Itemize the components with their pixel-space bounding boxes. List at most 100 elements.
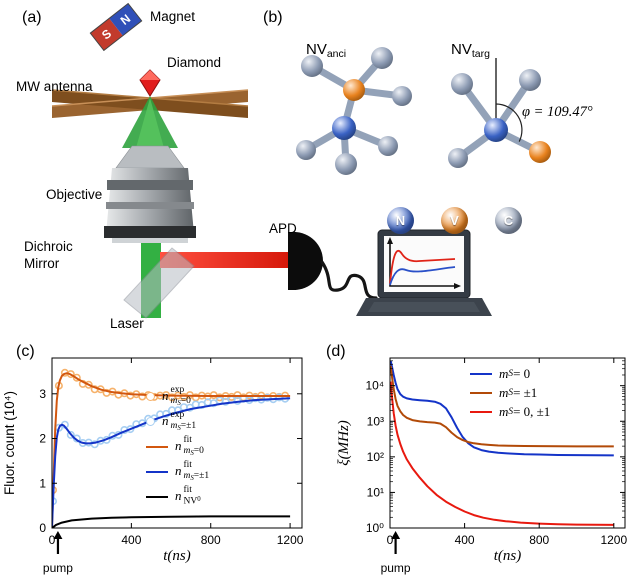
nv-targ-label: NVtarg	[451, 22, 490, 61]
legend-swatch	[146, 495, 168, 498]
atom-symbol-v: V	[450, 213, 459, 228]
pump-arrow-head	[391, 531, 401, 539]
pump-label: pump	[43, 561, 73, 575]
legend-item: n fit mS=±1	[146, 459, 209, 484]
svg-text:10²: 10²	[367, 450, 384, 464]
vacancy-atom	[343, 79, 365, 101]
svg-text:10⁰: 10⁰	[366, 521, 384, 535]
legend-c: n exp mS=0 n exp mS=±1 n fit mS=0 n fit mS=±1 n fit NV…	[146, 384, 209, 509]
series-fit-ms1	[52, 397, 291, 528]
carbon-atom	[519, 69, 541, 91]
nv-anci-base: NV	[306, 40, 327, 58]
legend-label: n exp mS=±1	[162, 410, 197, 433]
carbon-atom	[448, 148, 468, 168]
magnet-icon: S N	[89, 2, 143, 52]
legend-item: n fit NV0	[146, 484, 209, 509]
dichroic-mirror-label: Dichroic Mirror	[24, 239, 73, 271]
svg-text:1200: 1200	[600, 533, 627, 547]
laser-cone	[122, 96, 178, 148]
legend-label: n exp mS=0	[162, 385, 191, 408]
svg-text:0: 0	[49, 533, 56, 547]
carbon-atom	[451, 73, 473, 95]
svg-text:0: 0	[39, 521, 46, 535]
diagram-art: S N	[51, 2, 551, 319]
y-axis: 10⁰ 10¹ 10² 10³ 10⁴	[365, 360, 625, 535]
mw-antenna-label: MW antenna	[16, 79, 93, 94]
nitrogen-atom	[332, 116, 356, 140]
legend-item: n exp mS=±1	[146, 409, 209, 434]
angle-arc	[495, 103, 523, 142]
svg-text:2: 2	[39, 432, 46, 446]
svg-text:0: 0	[387, 533, 394, 547]
y-axis: 0 1 2 3	[39, 387, 302, 535]
atom-symbol-n: N	[395, 213, 406, 228]
atom-legend-v: V	[441, 207, 468, 234]
chart-d-canvas: 0 400 800 1200 10⁰ 10¹ 10² 10³ 10⁴ t(ns) ξ(MHz) pum…	[336, 357, 627, 575]
legend-swatch	[146, 445, 168, 448]
svg-text:10¹: 10¹	[367, 485, 384, 499]
laptop-icon	[356, 229, 492, 316]
apd-icon	[288, 232, 323, 290]
nitrogen-atom	[484, 118, 508, 142]
legend-item: n exp mS=0	[146, 384, 209, 409]
x-axis-label: t(ns)	[494, 548, 522, 564]
carbon-atom	[378, 136, 398, 156]
magnet-label: Magnet	[150, 9, 196, 24]
legend-swatch	[146, 392, 155, 401]
y-axis-label: Fluor. count (10⁴)	[2, 391, 17, 495]
legend-item: n fit mS=0	[146, 434, 209, 459]
atom-legend-c: C	[495, 207, 522, 234]
svg-text:800: 800	[201, 533, 221, 547]
svg-text:400: 400	[121, 533, 141, 547]
legend-swatch	[146, 470, 168, 473]
molecule-nv-targ	[448, 58, 551, 168]
chart-c: 0 400 800 1200 0 1 2 3 t(ns) Fluor. count (10⁴) pu…	[0, 340, 318, 583]
carbon-atom	[371, 47, 393, 69]
nv-targ-base: NV	[451, 40, 472, 58]
atom-symbol-c: C	[503, 213, 514, 228]
plot-box	[389, 357, 626, 529]
panel-a-label: (a)	[22, 9, 42, 26]
diamond-label: Diamond	[167, 55, 222, 70]
panel-b-label: (b)	[263, 9, 283, 26]
svg-text:3: 3	[39, 387, 46, 401]
series-fit-ms0	[52, 372, 291, 528]
chart-c-canvas: 0 400 800 1200 0 1 2 3 t(ns) Fluor. count (10⁴) pu…	[2, 357, 304, 575]
x-axis: 0 400 800 1200	[49, 358, 304, 547]
legend-label: n fit NV0	[175, 485, 201, 507]
x-axis: 0 400 800 1200	[387, 358, 627, 547]
nv-targ-sub: targ	[471, 47, 490, 60]
svg-text:1200: 1200	[277, 533, 304, 547]
nv-anci-sub: anci	[326, 47, 347, 60]
nv-anci-label: NVanci	[306, 22, 346, 61]
legend-swatch	[470, 391, 492, 394]
diamond-icon	[139, 69, 161, 97]
svg-text:10⁴: 10⁴	[365, 379, 384, 393]
apd-label: APD	[269, 221, 297, 236]
svg-text:1: 1	[39, 476, 46, 490]
panel-d-label: (d)	[326, 343, 346, 360]
legend-swatch	[146, 417, 155, 426]
legend-swatch	[470, 410, 492, 413]
carbon-atom	[296, 140, 316, 160]
svg-text:400: 400	[455, 533, 475, 547]
legend-label: n fit mS=0	[175, 435, 204, 458]
x-axis-label: t(ns)	[163, 548, 191, 564]
svg-text:10³: 10³	[367, 414, 384, 428]
carbon-atom	[335, 153, 357, 175]
y-axis-label: ξ(MHz)	[336, 420, 352, 466]
vacancy-atom	[529, 141, 551, 163]
series-xi-ms0	[390, 360, 614, 457]
laser-label: Laser	[110, 316, 144, 331]
legend-swatch	[470, 372, 492, 375]
cable	[320, 260, 378, 300]
legend-label: n fit mS=±1	[175, 460, 210, 483]
phi-angle-label: φ = 109.47°	[522, 104, 593, 120]
